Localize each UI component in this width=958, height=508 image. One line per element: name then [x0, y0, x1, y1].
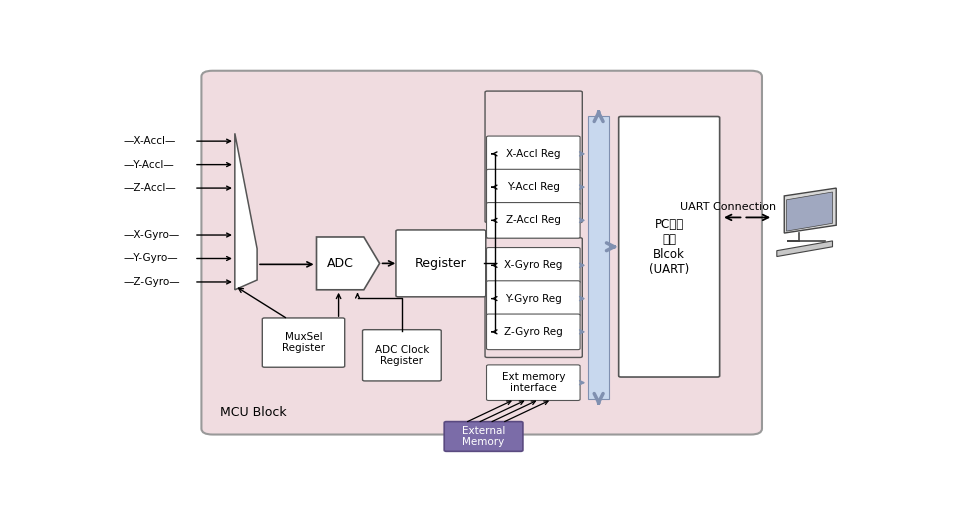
Text: ADC Clock
Register: ADC Clock Register: [375, 344, 429, 366]
FancyBboxPatch shape: [487, 203, 580, 238]
Text: Z-Gyro Reg: Z-Gyro Reg: [504, 327, 562, 337]
Text: —X-Gyro—: —X-Gyro—: [124, 230, 180, 240]
Text: —Y-Accl—: —Y-Accl—: [124, 160, 174, 170]
Text: —Z-Accl—: —Z-Accl—: [124, 183, 176, 193]
Polygon shape: [785, 188, 836, 233]
Text: Register: Register: [415, 257, 467, 270]
Text: Y-Accl Reg: Y-Accl Reg: [507, 182, 559, 192]
Text: X-Accl Reg: X-Accl Reg: [506, 149, 560, 159]
FancyBboxPatch shape: [487, 169, 580, 205]
Text: Y-Gyro Reg: Y-Gyro Reg: [505, 294, 561, 304]
FancyBboxPatch shape: [487, 136, 580, 172]
Text: MuxSel
Register: MuxSel Register: [282, 332, 325, 354]
Polygon shape: [316, 237, 379, 290]
Text: PC와의
통신
Blcok
(UART): PC와의 통신 Blcok (UART): [649, 218, 690, 276]
Text: —Y-Gyro—: —Y-Gyro—: [124, 253, 178, 264]
Text: Z-Accl Reg: Z-Accl Reg: [506, 215, 560, 226]
FancyBboxPatch shape: [396, 230, 486, 297]
FancyBboxPatch shape: [487, 281, 580, 316]
Text: X-Gyro Reg: X-Gyro Reg: [504, 260, 562, 270]
Text: MCU Block: MCU Block: [220, 406, 286, 419]
FancyBboxPatch shape: [485, 91, 582, 223]
Text: External
Memory: External Memory: [462, 426, 505, 447]
FancyBboxPatch shape: [619, 116, 719, 377]
Text: Ext memory
interface: Ext memory interface: [502, 372, 565, 394]
FancyBboxPatch shape: [485, 238, 582, 358]
Text: —Z-Gyro—: —Z-Gyro—: [124, 277, 180, 287]
Text: UART Connection: UART Connection: [680, 202, 777, 211]
FancyBboxPatch shape: [362, 330, 442, 381]
Polygon shape: [235, 133, 257, 290]
FancyBboxPatch shape: [487, 247, 580, 283]
FancyBboxPatch shape: [487, 314, 580, 350]
Polygon shape: [777, 241, 833, 257]
FancyBboxPatch shape: [201, 71, 762, 434]
FancyBboxPatch shape: [487, 365, 580, 400]
Text: ADC: ADC: [327, 257, 354, 270]
Bar: [588, 116, 609, 399]
FancyBboxPatch shape: [262, 318, 345, 367]
FancyBboxPatch shape: [445, 422, 523, 451]
Text: —X-Accl—: —X-Accl—: [124, 136, 176, 146]
Polygon shape: [787, 192, 833, 231]
